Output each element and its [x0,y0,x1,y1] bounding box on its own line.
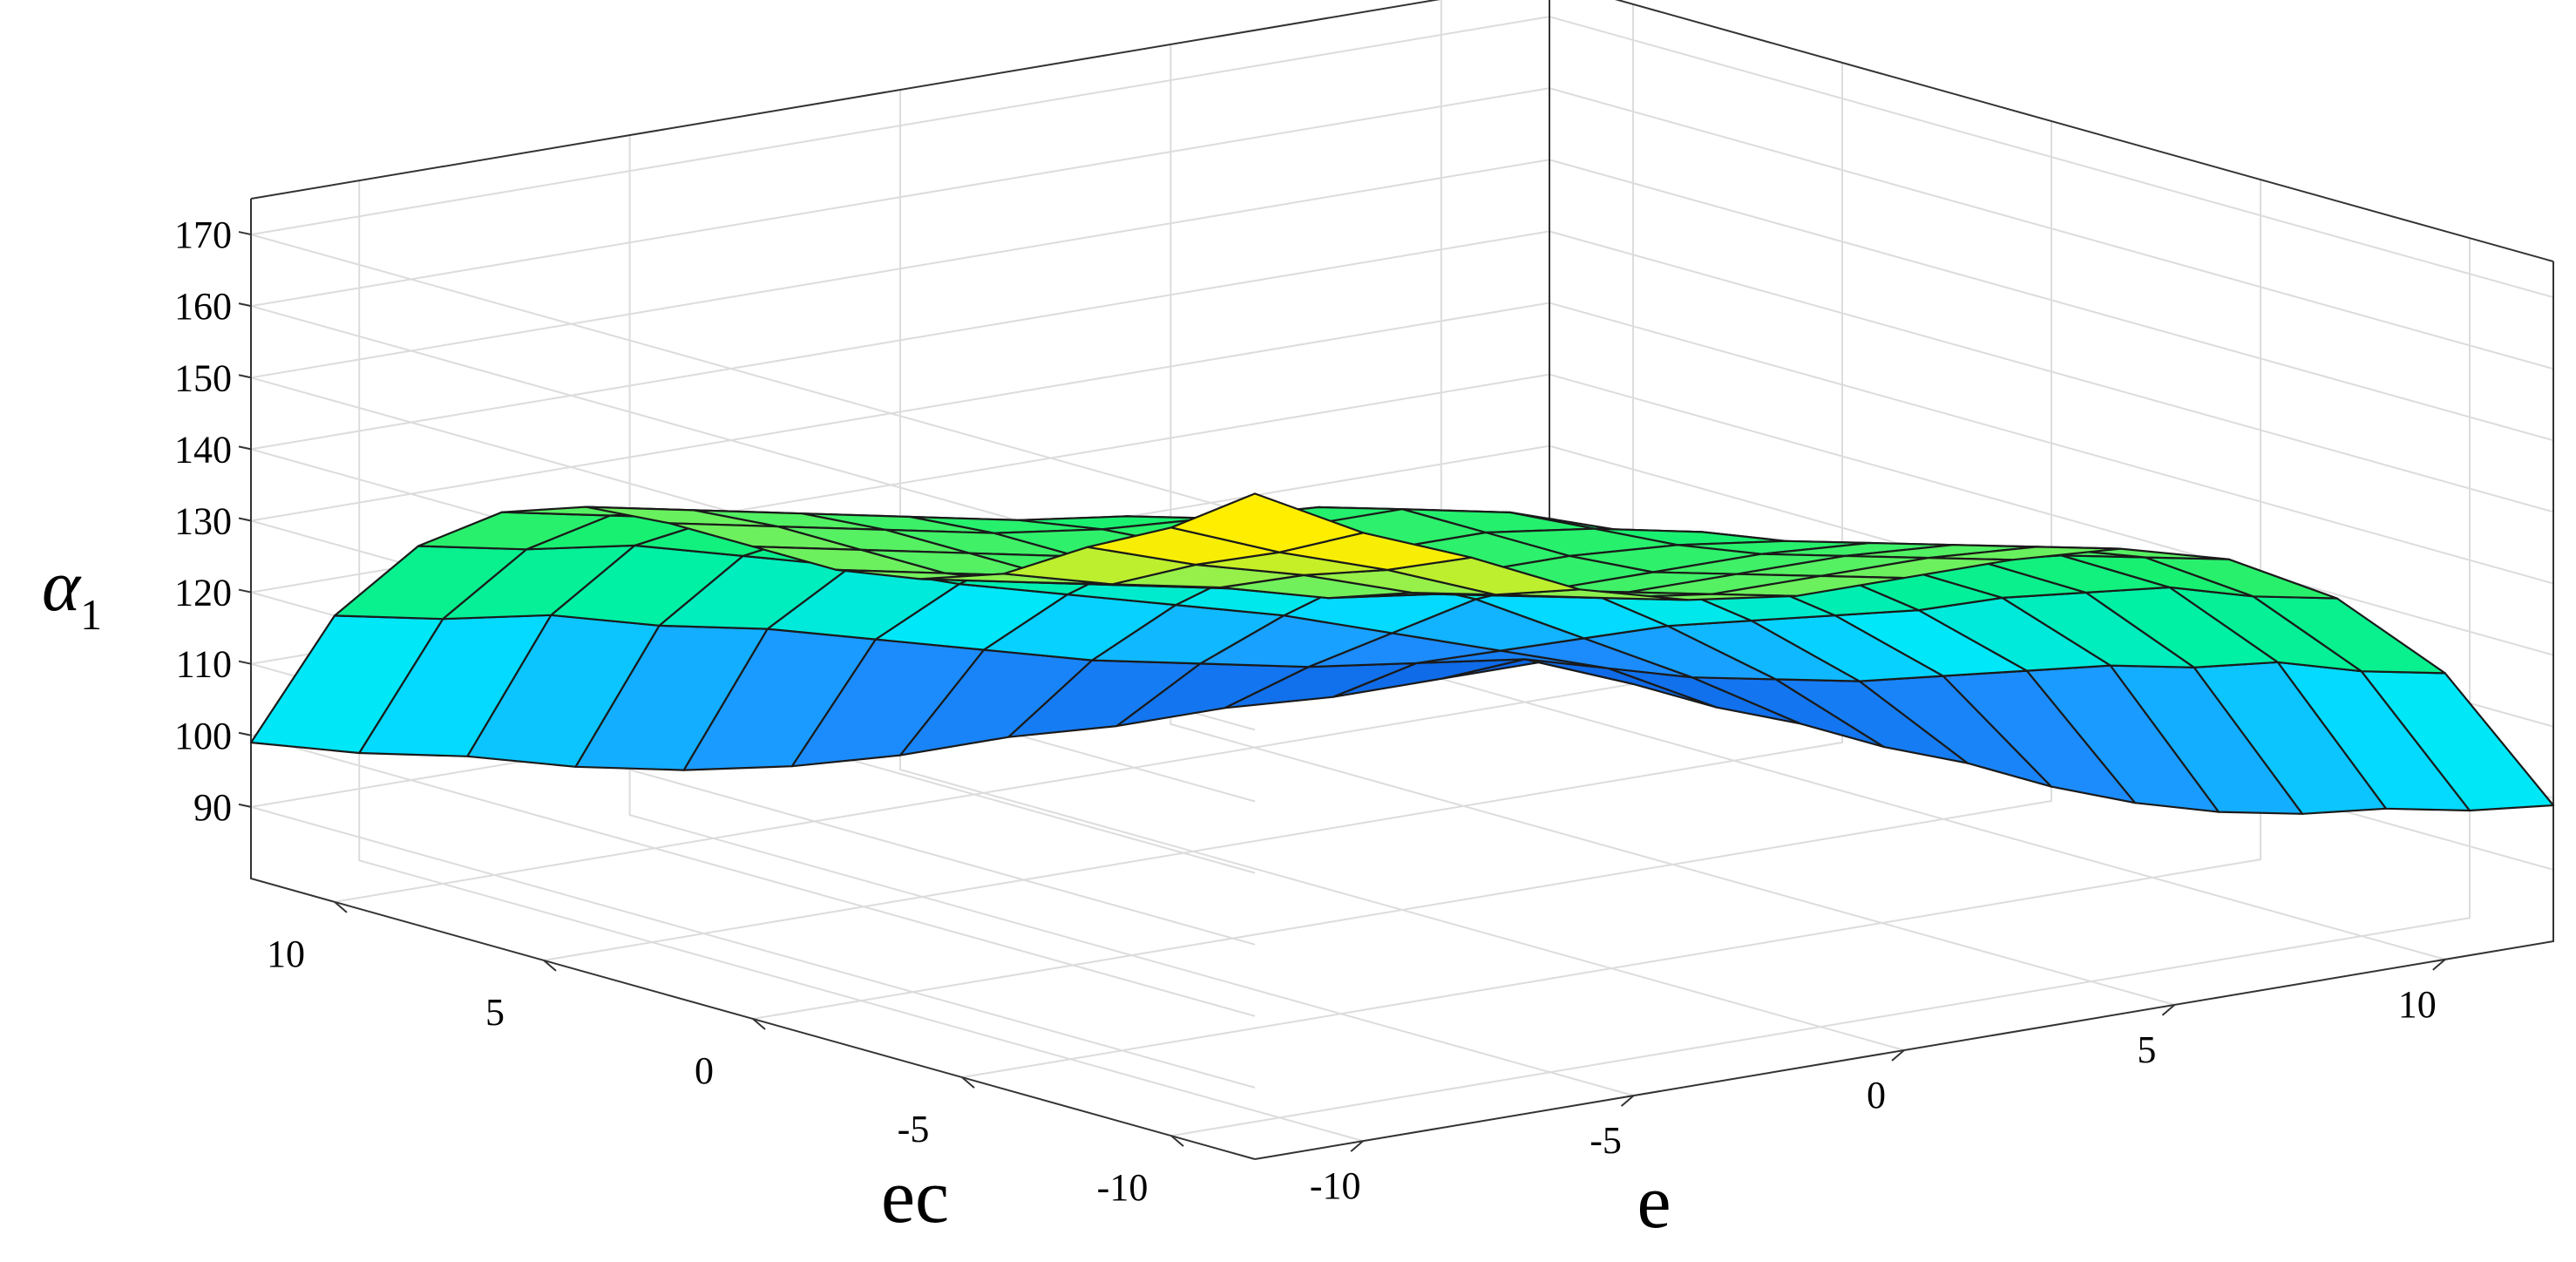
y-tick-mark [334,901,348,913]
x-tick-mark [2432,959,2446,971]
z-tick-label: 170 [174,214,232,256]
grid-line-z [250,87,2554,588]
z-tick-label: 120 [174,572,232,614]
z-tick-mark [238,231,252,236]
z-tick-label: 90 [193,786,232,829]
grid-line-y [752,121,2052,1020]
z-tick-mark [238,588,252,594]
y-tick-mark [961,1076,975,1089]
z-tick-label: 110 [176,643,232,686]
z-axis-label-subscript: 1 [80,590,102,639]
z-tick-mark [238,374,252,379]
x-axis-label: e [1637,1160,1671,1245]
z-tick-mark [238,731,252,736]
z-tick-label: 100 [174,715,232,757]
grid-line-y [961,180,2261,1079]
x-tick-mark [1620,1095,1635,1107]
grid-line-x [1440,0,2446,960]
surface-mesh [249,492,2555,815]
y-tick-label: 5 [485,991,505,1034]
y-tick-mark [1170,1135,1184,1147]
x-tick-mark [1891,1049,1905,1062]
y-tick-mark [752,1018,766,1030]
grid-line-x [1169,44,2175,1006]
surface-patch [1169,492,1365,553]
z-tick-mark [238,803,252,808]
x-tick-label: -5 [1590,1119,1622,1162]
axis-titles: e ec α1 [42,546,1671,1245]
y-tick-label: -5 [898,1108,930,1150]
x-tick-label: 0 [1867,1074,1886,1116]
z-tick-label: 140 [174,428,232,471]
y-axis-label: ec [881,1155,949,1239]
grid-line-x [628,135,1634,1097]
z-tick-label: 160 [174,285,232,328]
y-tick-label: 10 [267,933,305,975]
grid-line-y [334,3,1634,903]
grid-line-x [899,90,1905,1051]
box-left-edge [250,199,1256,1160]
z-tick-mark [238,445,252,451]
box-right-edge [1254,261,2554,1160]
z-axis-label-symbol: α [42,546,82,627]
y-tick-label: -10 [1097,1166,1149,1209]
grid-line-y [543,62,1843,961]
grid-line-z [250,16,2554,517]
z-axis-label: α1 [42,546,102,639]
z-tick-label: 150 [174,356,232,399]
x-tick-label: 10 [2398,983,2437,1026]
box-top-edge [250,0,2554,262]
z-tick-mark [238,660,252,665]
y-tick-label: 0 [695,1049,714,1092]
z-tick-mark [238,517,252,522]
z-tick-label: 130 [174,500,232,543]
x-tick-label: 5 [2137,1028,2156,1071]
z-tick-mark [238,302,252,308]
x-tick-label: -10 [1310,1164,1361,1207]
x-tick-mark [2161,1004,2176,1016]
x-tick-mark [1350,1140,1364,1152]
y-tick-mark [543,960,557,972]
grid-line-y [1170,238,2471,1137]
tick-labels: -10 -5 0 5 10 -10 -5 0 5 10 90 100 110 120 130 140 150 16… [174,214,2446,1209]
